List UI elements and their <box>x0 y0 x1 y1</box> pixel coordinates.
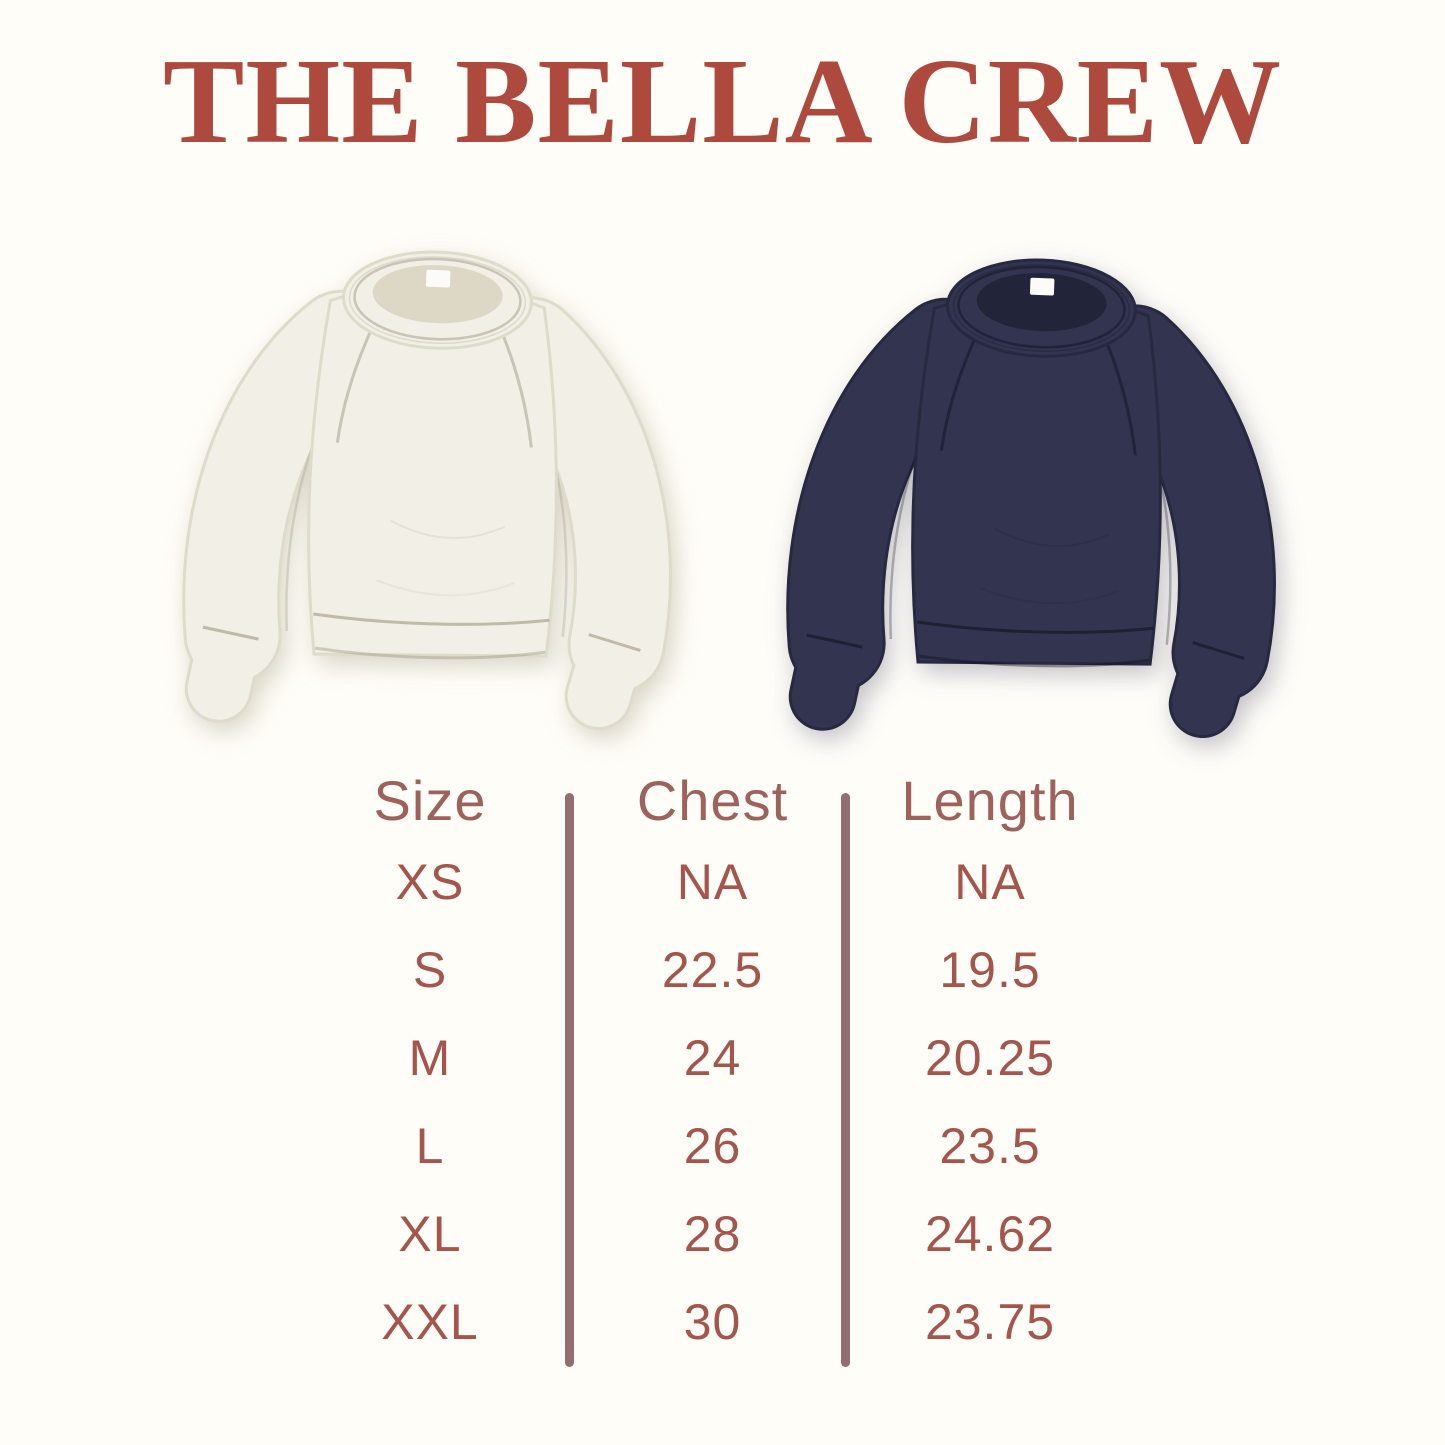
chest-value: 26 <box>683 1118 742 1174</box>
length-value: NA <box>954 854 1026 910</box>
chest-value: 22.5 <box>661 942 764 998</box>
navy-sweatshirt-icon <box>742 198 1327 758</box>
size-table: Size Chest Length XS NA NA S 22.5 19.5 M… <box>285 762 1130 1372</box>
table-row: S 22.5 19.5 <box>285 926 1130 1014</box>
chest-value: 24 <box>683 1030 742 1086</box>
header-length: Length <box>901 768 1079 832</box>
table-row: L 26 23.5 <box>285 1102 1130 1190</box>
size-value: M <box>408 1030 452 1086</box>
column-divider <box>565 793 574 1367</box>
navy-sweatshirt-image <box>742 198 1327 758</box>
cream-sweatshirt-icon <box>138 190 723 750</box>
size-value: XS <box>395 854 465 910</box>
table-row: XL 28 24.62 <box>285 1190 1130 1278</box>
header-chest: Chest <box>636 768 789 832</box>
length-value: 20.25 <box>924 1030 1056 1086</box>
size-value: XXL <box>381 1294 479 1350</box>
table-row: XXL 30 23.75 <box>285 1278 1130 1366</box>
page-title: THE BELLA CREW <box>162 34 1283 169</box>
column-divider <box>841 793 850 1367</box>
chest-value: NA <box>676 854 749 910</box>
header-size: Size <box>373 768 487 832</box>
table-row: XS NA NA <box>285 838 1130 926</box>
size-value: XL <box>398 1206 462 1262</box>
length-value: 19.5 <box>939 942 1041 998</box>
length-value: 23.75 <box>924 1294 1056 1350</box>
size-value: L <box>415 1118 445 1174</box>
length-value: 23.5 <box>939 1118 1041 1174</box>
size-value: S <box>412 942 448 998</box>
table-header-row: Size Chest Length <box>285 762 1130 838</box>
chest-value: 28 <box>683 1206 742 1262</box>
chest-value: 30 <box>683 1294 742 1350</box>
table-row: M 24 20.25 <box>285 1014 1130 1102</box>
length-value: 24.62 <box>924 1206 1056 1262</box>
cream-sweatshirt-image <box>138 190 723 750</box>
